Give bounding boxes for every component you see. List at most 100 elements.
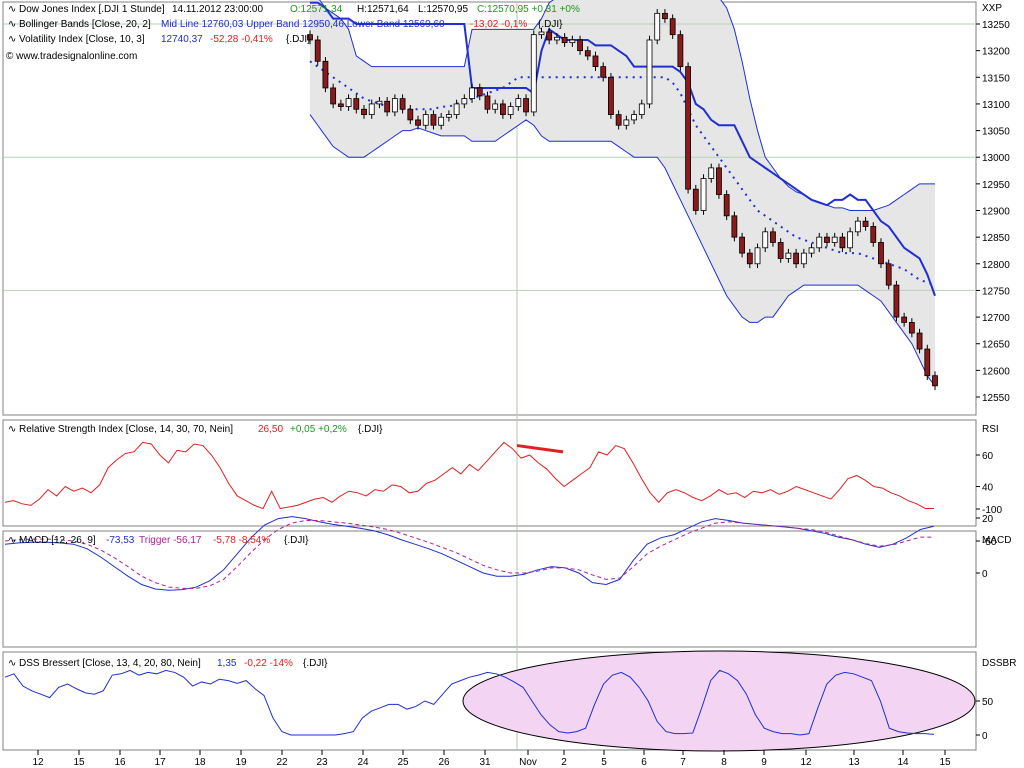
candle-body bbox=[353, 98, 360, 110]
candle bbox=[584, 46, 591, 61]
main-y-tick-label: 12600 bbox=[982, 366, 1010, 377]
candle-body bbox=[808, 247, 815, 254]
candle-body bbox=[361, 108, 367, 115]
rsi-panel-frame bbox=[2, 419, 977, 527]
candle bbox=[445, 110, 452, 122]
legend-main-high: H:12571,64 bbox=[357, 4, 409, 15]
candle bbox=[569, 35, 576, 47]
candle bbox=[800, 248, 807, 269]
macd-axis-title: MACD bbox=[982, 535, 1011, 546]
candle-body bbox=[916, 332, 923, 350]
candle bbox=[530, 30, 537, 117]
candle-body bbox=[878, 242, 884, 265]
candle bbox=[916, 328, 923, 354]
legend-rsi-name: Relative Strength Index [Close, 14, 30, … bbox=[19, 424, 233, 435]
candle bbox=[561, 33, 568, 47]
candle-body bbox=[484, 95, 491, 110]
legend-main-datetime: 14.11.2012 23:00:00 bbox=[172, 4, 263, 15]
legend-volatility-icon: ∿ bbox=[8, 34, 16, 45]
legend-dss-value: 1,35 bbox=[217, 658, 237, 669]
x-tick-label: 26 bbox=[438, 757, 450, 768]
candle bbox=[777, 238, 784, 263]
candle-body bbox=[692, 188, 699, 211]
dss-legend: ∿ DSS Bressert [Close, 13, 4, 20, 80, Ne… bbox=[8, 658, 328, 669]
candle bbox=[345, 94, 352, 111]
x-tick-label: 5 bbox=[601, 757, 607, 768]
candle-body bbox=[384, 100, 391, 113]
candle bbox=[515, 94, 522, 111]
candle bbox=[322, 57, 329, 93]
candle-body bbox=[623, 119, 630, 126]
candle-body bbox=[322, 60, 329, 89]
candle-body bbox=[430, 114, 437, 126]
candle-body bbox=[847, 231, 854, 249]
legend-bollinger-icon: ∿ bbox=[8, 19, 16, 30]
rsi-y-tick-label: 20 bbox=[982, 514, 994, 525]
legend-macd-change: -5,78 -8,54% bbox=[213, 535, 270, 546]
macd-legend: ∿ MACD [12, 26, 9] -73,53 Trigger -56,17… bbox=[8, 535, 309, 546]
legend-bollinger-values: Mid Line 12760,03 Upper Band 12950,46 Lo… bbox=[161, 19, 445, 30]
x-tick-label: 6 bbox=[641, 757, 647, 768]
x-tick-label: 13 bbox=[848, 757, 860, 768]
candle-body bbox=[908, 321, 915, 334]
rsi-line bbox=[4, 441, 934, 510]
main-y-tick-label: 12750 bbox=[982, 286, 1010, 297]
candle bbox=[500, 99, 506, 119]
candle bbox=[638, 99, 645, 119]
legend-volatility-value: 12740,37 bbox=[161, 34, 203, 45]
candle bbox=[592, 51, 599, 71]
candle-body bbox=[314, 39, 321, 62]
x-tick-label: 8 bbox=[721, 757, 727, 768]
candle-body bbox=[391, 98, 398, 113]
candle-body bbox=[770, 231, 776, 243]
candle-body bbox=[785, 252, 792, 259]
candle bbox=[893, 280, 900, 322]
candle-body bbox=[739, 236, 745, 254]
x-tick-label: Nov bbox=[519, 757, 537, 768]
legend-bollinger-suffix: {.DJI} bbox=[538, 19, 563, 30]
candle bbox=[484, 91, 491, 114]
candle bbox=[731, 211, 738, 242]
candle-body bbox=[515, 98, 522, 107]
candle bbox=[368, 99, 375, 119]
rsi-axis-title: RSI bbox=[982, 424, 999, 435]
candle-body bbox=[700, 178, 707, 211]
x-tick-label: 14 bbox=[897, 757, 909, 768]
x-tick-label: 25 bbox=[397, 757, 409, 768]
candle bbox=[461, 94, 468, 109]
candle bbox=[399, 94, 406, 114]
candle-body bbox=[932, 375, 938, 387]
legend-rsi-value: 26,50 bbox=[258, 424, 283, 435]
candle bbox=[770, 227, 776, 247]
candle bbox=[376, 97, 383, 109]
candle-body bbox=[569, 39, 576, 44]
dss-y-tick-label: 0 bbox=[982, 731, 988, 742]
candle bbox=[330, 83, 337, 109]
main-y-tick-label: 13200 bbox=[982, 47, 1010, 58]
candle bbox=[546, 27, 553, 45]
candle-body bbox=[685, 66, 691, 190]
macd-y-tick-label: -50 bbox=[982, 537, 997, 548]
candle-body bbox=[816, 236, 823, 249]
volatility-index-line bbox=[310, 1, 936, 297]
candle-body bbox=[507, 106, 514, 115]
candle-body bbox=[554, 36, 560, 41]
candle bbox=[391, 94, 398, 117]
candle bbox=[847, 227, 854, 253]
candle bbox=[662, 9, 668, 23]
dss-highlight-ellipse bbox=[462, 650, 976, 752]
main-y-tick-label: 13050 bbox=[982, 127, 1010, 138]
dss-y-tick-label: 50 bbox=[982, 697, 994, 708]
candle-body bbox=[307, 34, 313, 41]
legend-macd-icon: ∿ bbox=[8, 535, 16, 546]
candle-body bbox=[893, 284, 900, 318]
main-y-tick-label: 12800 bbox=[982, 260, 1010, 271]
candle bbox=[307, 30, 313, 45]
x-tick-label: 23 bbox=[316, 757, 328, 768]
candle-body bbox=[330, 87, 337, 105]
candle bbox=[754, 243, 761, 269]
candle-body bbox=[523, 98, 529, 113]
legend-main-low: L:12570,95 bbox=[418, 4, 468, 15]
candle bbox=[407, 104, 414, 125]
candle bbox=[554, 33, 560, 45]
